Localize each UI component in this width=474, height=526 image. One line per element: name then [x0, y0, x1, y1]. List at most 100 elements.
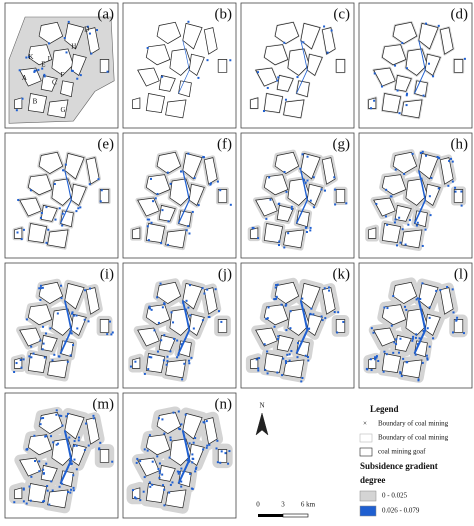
blue-zone — [285, 362, 288, 365]
blue-zone — [48, 503, 51, 506]
blue-zone — [227, 462, 230, 465]
goaf — [255, 197, 278, 217]
blue-zone — [172, 411, 175, 414]
blue-zone — [173, 337, 176, 340]
blue-zone — [61, 482, 64, 485]
blue-zone — [262, 110, 265, 113]
goaf — [178, 80, 192, 98]
blue-zone — [68, 436, 71, 439]
blue-zone — [289, 310, 292, 313]
legend-swatch — [359, 490, 377, 502]
area-label: K — [28, 53, 33, 61]
blue-zone — [72, 489, 75, 492]
blue-zone — [304, 181, 307, 184]
blue-zone — [462, 332, 465, 335]
blue-zone — [131, 489, 134, 492]
area-label: F — [61, 71, 65, 79]
blue-zone — [76, 77, 79, 80]
blue-zone — [289, 327, 292, 330]
blue-zone — [460, 190, 463, 193]
blue-zone — [184, 413, 187, 416]
blue-edge — [413, 300, 427, 354]
goaf — [60, 210, 74, 228]
blue-zone — [50, 435, 53, 438]
panel-label: (n) — [215, 396, 233, 412]
blue-zone — [180, 343, 183, 346]
blue-zone — [306, 356, 309, 359]
goaf — [47, 359, 69, 379]
blue-zone — [273, 298, 276, 301]
blue-zone — [377, 359, 380, 362]
blue-zone — [99, 200, 102, 203]
blue-zone — [18, 69, 21, 72]
blue-zone — [51, 359, 54, 362]
goaf — [414, 80, 428, 98]
goaf — [182, 282, 203, 310]
blue-zone — [394, 64, 397, 67]
blue-zone — [432, 75, 435, 78]
goaf — [296, 80, 310, 98]
goaf — [263, 44, 289, 66]
blue-zone — [163, 334, 166, 337]
blue-zone — [372, 331, 375, 334]
goaf — [47, 229, 69, 249]
blue-zone — [161, 473, 164, 476]
blue-zone — [64, 163, 67, 166]
blue-edge — [178, 40, 190, 94]
blue-zone — [45, 241, 48, 244]
blue-zone — [290, 350, 293, 353]
blue-zone — [188, 362, 191, 365]
goaf — [453, 319, 464, 333]
blue-zone — [166, 355, 169, 358]
blue-zone — [280, 303, 283, 306]
blue-zone — [146, 225, 149, 228]
blue-zone — [16, 231, 19, 234]
blue-zone — [336, 331, 339, 334]
blue-zone — [392, 295, 395, 298]
blue-zone — [147, 368, 150, 371]
blue-zone — [22, 228, 25, 231]
blue-zone — [185, 229, 188, 232]
blue-zone — [277, 76, 280, 79]
blue-zone — [201, 287, 204, 290]
blue-zone — [402, 357, 405, 360]
blue-zone — [397, 351, 400, 354]
blue-zone — [168, 456, 171, 459]
blue-zone — [60, 284, 63, 287]
goaf — [40, 204, 58, 222]
blue-zone — [77, 439, 80, 442]
map-panel: (f) — [122, 132, 237, 259]
blue-zone — [229, 59, 232, 62]
blue-zone — [203, 421, 206, 424]
blue-zone — [220, 450, 223, 453]
blue-zone — [195, 466, 198, 469]
blue-zone — [228, 450, 231, 453]
blue-zone — [219, 461, 222, 464]
blue-zone — [305, 226, 308, 229]
blue-zone — [42, 472, 45, 475]
blue-zone — [39, 216, 42, 219]
blue-zone — [133, 496, 136, 499]
blue-zone — [42, 342, 45, 345]
goaf — [274, 281, 300, 305]
blue-zone — [158, 462, 161, 465]
blue-zone — [328, 289, 331, 292]
blue-zone — [426, 357, 429, 360]
blue-zone — [111, 331, 114, 334]
blue-zone — [33, 69, 36, 72]
blue-zone — [58, 355, 61, 358]
blue-zone — [405, 308, 408, 311]
goaf — [19, 67, 42, 87]
goaf — [276, 334, 294, 352]
blue-edge — [295, 300, 309, 354]
panel-label: (b) — [215, 6, 233, 22]
goaf — [274, 21, 300, 45]
blue-zone — [180, 423, 183, 426]
blue-zone — [306, 179, 309, 182]
goaf — [158, 464, 176, 482]
goaf — [263, 174, 289, 196]
blue-zone — [60, 414, 63, 417]
panel-label: (k) — [333, 266, 351, 282]
blue-zone — [66, 360, 69, 363]
blue-zone — [370, 107, 373, 110]
